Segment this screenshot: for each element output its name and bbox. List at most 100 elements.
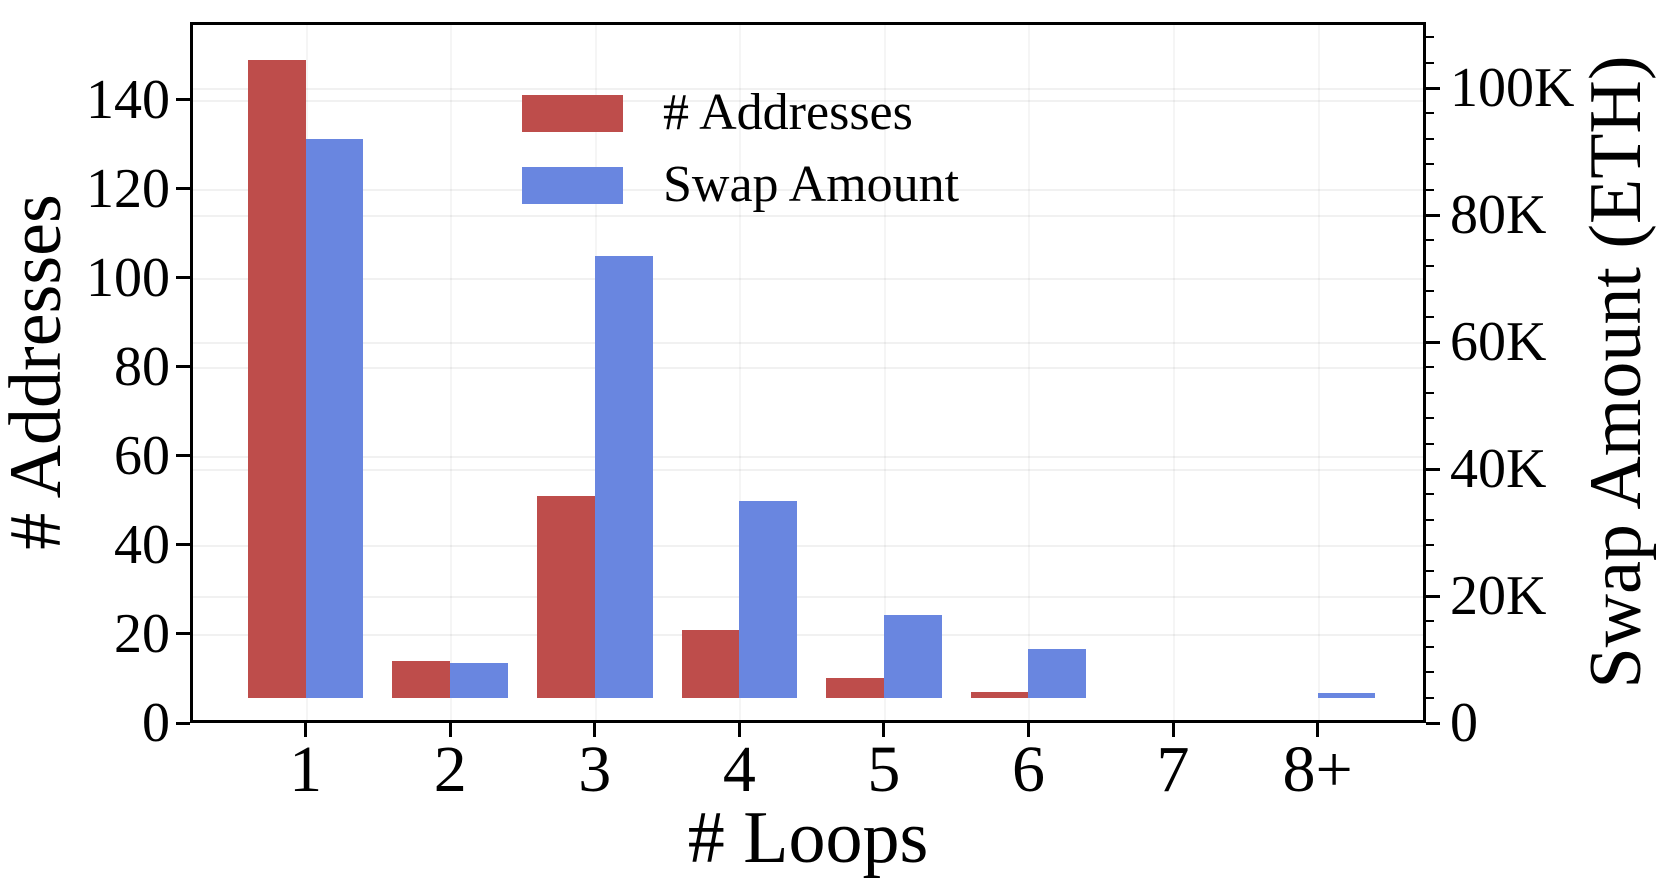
x-axis-tick-7 — [1171, 723, 1175, 737]
gridline-left-40 — [193, 544, 1423, 547]
x-axis-tick-5 — [882, 723, 886, 737]
gridline-left-80 — [193, 366, 1423, 369]
x-axis-tick-label-4: 4 — [722, 733, 756, 806]
right-axis-tick-label-80000: 80K — [1450, 184, 1547, 247]
left-axis-tick-40 — [176, 543, 190, 547]
gridline-x-7 — [1173, 25, 1176, 720]
left-axis-tick-label-80: 80 — [114, 335, 170, 398]
x-axis-tick-label-2: 2 — [433, 733, 467, 806]
left-axis-tick-140 — [176, 98, 190, 102]
bar-addresses-4 — [681, 629, 740, 698]
left-axis-tick-label-120: 120 — [86, 157, 170, 220]
right-axis-tick-100000 — [1426, 86, 1440, 90]
gridline-right-100000 — [193, 88, 1423, 91]
bar-swap-amount-6 — [1028, 648, 1087, 698]
gridline-left-20 — [193, 633, 1423, 636]
right-axis-minor-tick-4000 — [1426, 696, 1434, 699]
bar-swap-amount-8+ — [1317, 693, 1376, 698]
x-axis-tick-6 — [1026, 723, 1030, 737]
right-axis-tick-0 — [1426, 721, 1440, 725]
left-axis-tick-120 — [176, 187, 190, 191]
right-axis-tick-label-100000: 100K — [1450, 57, 1575, 120]
right-axis-minor-tick-92000 — [1426, 137, 1434, 140]
legend-item-swap-amount: Swap Amount — [522, 159, 959, 211]
right-axis-minor-tick-52000 — [1426, 391, 1434, 394]
right-axis-minor-tick-32000 — [1426, 518, 1434, 521]
x-axis-tick-label-1: 1 — [289, 733, 323, 806]
x-axis-tick-3 — [593, 723, 597, 737]
x-axis-tick-label-6: 6 — [1011, 733, 1045, 806]
right-axis-minor-tick-48000 — [1426, 417, 1434, 420]
right-axis-minor-tick-96000 — [1426, 112, 1434, 115]
gridline-right-80000 — [193, 215, 1423, 218]
bar-swap-amount-5 — [883, 615, 942, 698]
left-axis-tick-100 — [176, 276, 190, 280]
gridline-x-4 — [739, 25, 742, 720]
right-axis-minor-tick-68000 — [1426, 290, 1434, 293]
right-axis-minor-tick-84000 — [1426, 188, 1434, 191]
right-axis-minor-tick-12000 — [1426, 645, 1434, 648]
gridline-right-60000 — [193, 342, 1423, 345]
right-axis-tick-label-20000: 20K — [1450, 565, 1547, 627]
left-axis-tick-20 — [176, 632, 190, 636]
right-axis-minor-tick-36000 — [1426, 493, 1434, 496]
x-axis-tick-label-3: 3 — [578, 733, 612, 806]
bar-addresses-5 — [826, 678, 884, 698]
left-axis-tick-label-0: 0 — [142, 692, 170, 754]
right-axis-minor-tick-88000 — [1426, 163, 1434, 166]
right-axis-minor-tick-28000 — [1426, 544, 1434, 547]
left-axis-tick-60 — [176, 454, 190, 458]
right-axis-minor-tick-8000 — [1426, 671, 1434, 674]
right-axis-tick-label-40000: 40K — [1450, 438, 1547, 500]
x-axis-title: # Loops — [687, 797, 929, 879]
right-axis-minor-tick-16000 — [1426, 620, 1434, 623]
gridline-left-120 — [193, 188, 1423, 191]
right-axis-tick-label-0: 0 — [1450, 692, 1478, 754]
left-axis-tick-80 — [176, 365, 190, 369]
x-axis-tick-1 — [304, 723, 308, 737]
left-axis-tick-label-60: 60 — [114, 424, 170, 487]
right-axis-minor-tick-76000 — [1426, 239, 1434, 242]
gridline-x-5 — [883, 25, 886, 720]
right-axis-minor-tick-104000 — [1426, 61, 1434, 64]
right-axis-tick-40000 — [1426, 467, 1440, 471]
gridline-x-2 — [450, 25, 453, 720]
gridline-left-60 — [193, 455, 1423, 458]
right-axis-tick-80000 — [1426, 213, 1440, 217]
bar-addresses-6 — [970, 691, 1029, 698]
gridline-left-140 — [193, 99, 1423, 102]
x-axis-tick-label-8+: 8+ — [1282, 733, 1353, 806]
right-axis-minor-tick-56000 — [1426, 366, 1434, 369]
x-axis-tick-2 — [448, 723, 452, 737]
bar-swap-amount-2 — [450, 662, 509, 698]
left-axis-tick-label-20: 20 — [114, 602, 170, 665]
gridline-x-8+ — [1317, 25, 1320, 720]
bar-swap-amount-1 — [305, 138, 364, 698]
bar-addresses-3 — [536, 496, 595, 698]
left-axis-tick-label-140: 140 — [86, 68, 170, 131]
left-axis-tick-label-40: 40 — [114, 513, 170, 576]
gridline-x-6 — [1028, 25, 1031, 720]
right-axis-minor-tick-44000 — [1426, 442, 1434, 445]
right-axis-tick-20000 — [1426, 594, 1440, 598]
x-axis-tick-8+ — [1316, 723, 1320, 737]
right-axis-tick-label-60000: 60K — [1450, 311, 1547, 374]
bar-swap-amount-4 — [739, 500, 798, 698]
left-axis-tick-label-100: 100 — [86, 246, 170, 309]
gridline-right-20000 — [193, 596, 1423, 598]
plot-area — [190, 22, 1426, 723]
bar-swap-amount-3 — [594, 256, 653, 698]
legend-swatch-addresses — [522, 94, 623, 132]
bar-addresses-2 — [392, 660, 451, 698]
x-axis-tick-label-5: 5 — [867, 733, 901, 806]
gridline-right-40000 — [193, 469, 1423, 471]
x-axis-tick-label-7: 7 — [1156, 733, 1190, 806]
gridline-left-100 — [193, 277, 1423, 280]
left-axis-tick-0 — [176, 721, 190, 725]
right-axis-minor-tick-24000 — [1426, 569, 1434, 572]
right-axis-tick-60000 — [1426, 340, 1440, 344]
bar-addresses-1 — [247, 59, 306, 698]
right-axis-minor-tick-64000 — [1426, 315, 1434, 318]
right-axis-minor-tick-72000 — [1426, 264, 1434, 267]
